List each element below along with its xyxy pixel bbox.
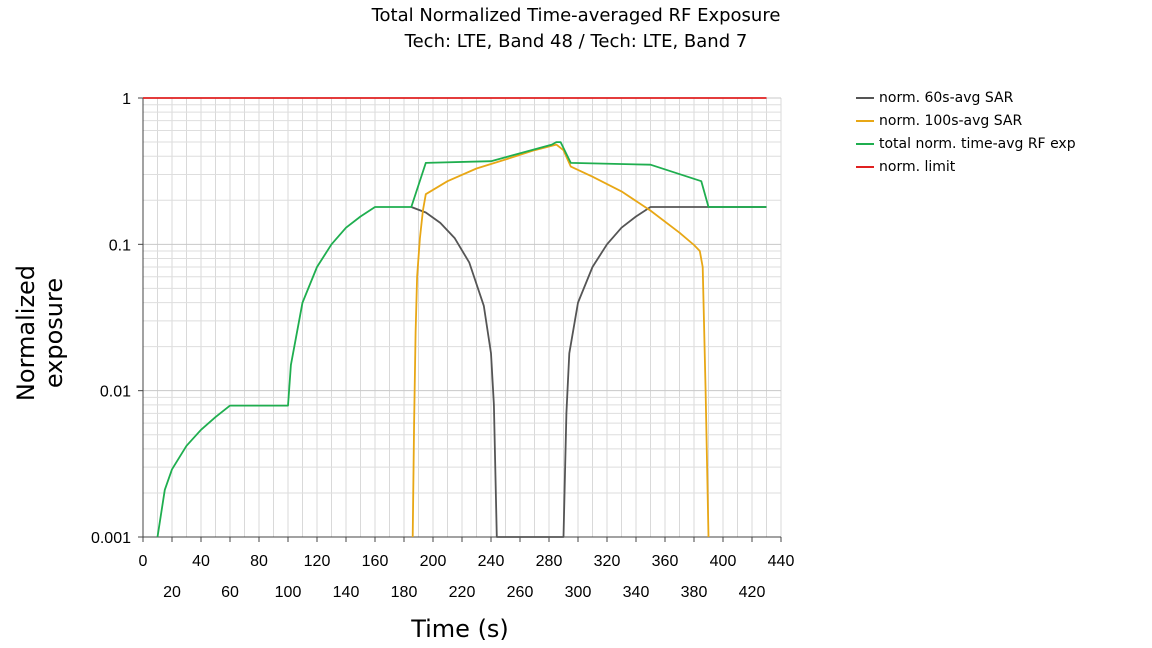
x-tick-label: 80 — [250, 553, 268, 570]
x-tick-label: 320 — [594, 553, 621, 570]
legend-item-limit: norm. limit — [856, 155, 1076, 178]
axes — [138, 97, 782, 542]
x-tick-label: 420 — [739, 584, 766, 601]
x-tick-label: 120 — [304, 553, 331, 570]
x-tick-label: 300 — [565, 584, 592, 601]
x-tick-label: 340 — [623, 584, 650, 601]
grid — [142, 97, 782, 538]
y-tick-label: 0.1 — [109, 237, 131, 254]
x-axis-label: Time (s) — [411, 615, 509, 643]
legend-swatch-60s-sar — [856, 96, 874, 99]
x-tick-label: 360 — [652, 553, 679, 570]
legend-item-total-exp: total norm. time-avg RF exp — [856, 132, 1076, 155]
legend-label-limit: norm. limit — [879, 158, 956, 175]
x-tick-label: 0 — [139, 553, 148, 570]
chart-title: Total Normalized Time-averaged RF Exposu… — [371, 5, 781, 26]
x-tick-label: 20 — [163, 584, 181, 601]
x-tick-label: 240 — [478, 553, 505, 570]
x-tick-label: 40 — [192, 553, 210, 570]
series-line-total-exp — [156, 141, 767, 538]
legend-label-100s-sar: norm. 100s-avg SAR — [879, 112, 1023, 129]
chart-subtitle: Tech: LTE, Band 48 / Tech: LTE, Band 7 — [404, 31, 748, 52]
x-tick-label: 100 — [275, 584, 302, 601]
x-tick-label: 160 — [362, 553, 389, 570]
series-line-100s-sar — [411, 143, 710, 538]
x-tick-label: 380 — [681, 584, 708, 601]
legend-swatch-total-exp — [856, 142, 874, 145]
legend-label-total-exp: total norm. time-avg RF exp — [879, 135, 1076, 152]
x-tick-label: 60 — [221, 584, 239, 601]
x-tick-label: 280 — [536, 553, 563, 570]
x-tick-label: 200 — [420, 553, 447, 570]
legend: norm. 60s-avg SAR norm. 100s-avg SAR tot… — [856, 86, 1076, 178]
x-tick-label: 140 — [333, 584, 360, 601]
y-tick-label: 1 — [122, 91, 131, 108]
legend-swatch-limit — [856, 165, 874, 168]
y-tick-label: 0.01 — [100, 384, 131, 401]
y-axis-label: Normalized exposure — [12, 264, 68, 402]
series-lines — [143, 97, 767, 538]
x-tick-label: 180 — [391, 584, 418, 601]
tick-labels: 0 40 80 120 160 200 240 280 320 360 400 440 20 60 100 1… — [91, 91, 794, 601]
x-tick-label: 260 — [507, 584, 534, 601]
y-tick-label: 0.001 — [91, 530, 131, 547]
legend-item-60s-sar: norm. 60s-avg SAR — [856, 86, 1076, 109]
series-line-60s-sar — [410, 206, 767, 538]
legend-item-100s-sar: norm. 100s-avg SAR — [856, 109, 1076, 132]
legend-swatch-100s-sar — [856, 119, 874, 122]
x-tick-label: 400 — [710, 553, 737, 570]
legend-label-60s-sar: norm. 60s-avg SAR — [879, 89, 1014, 106]
x-tick-label: 220 — [449, 584, 476, 601]
x-tick-label: 440 — [768, 553, 795, 570]
